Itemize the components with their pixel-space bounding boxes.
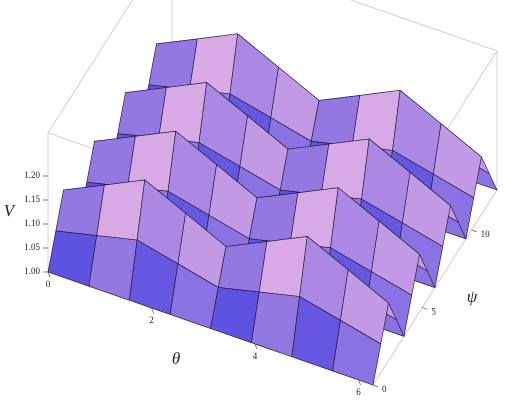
surface-patch <box>96 179 146 241</box>
x-tick <box>358 379 361 386</box>
x-tick-label: 0 <box>46 279 51 289</box>
y-tick <box>372 384 379 388</box>
z-tick-label: 1.00 <box>24 266 40 276</box>
z-tick-label: 1.15 <box>24 194 40 204</box>
y-tick <box>422 307 428 310</box>
x-tick-label: 2 <box>149 315 154 325</box>
y-tick-label: 10 <box>481 229 491 239</box>
surface-patch <box>251 291 300 358</box>
x-tick <box>47 271 51 278</box>
surface-patch <box>279 143 330 195</box>
surface-patch <box>258 236 308 297</box>
surface-patch <box>248 192 299 244</box>
surface-patch <box>148 38 198 90</box>
z-tick-label: 1.05 <box>24 242 40 252</box>
y-tick-label: 0 <box>382 384 387 394</box>
surface-patch <box>55 184 105 236</box>
surface-patch <box>117 87 167 139</box>
box-edge <box>349 0 498 52</box>
z-tick-label: 1.20 <box>24 170 40 180</box>
y-tick-label: 5 <box>431 306 436 316</box>
surface-patch <box>88 235 138 301</box>
z-axis-label: V <box>4 201 17 220</box>
z-tick-label: 1.10 <box>24 218 40 228</box>
y-tick <box>471 229 477 233</box>
x-tick-label: 4 <box>253 351 258 361</box>
surface-patch <box>332 320 382 386</box>
box-edge <box>47 0 133 133</box>
surface-patch <box>86 136 136 188</box>
x-tick <box>254 343 258 350</box>
surface-patch <box>217 241 268 293</box>
x-tick-label: 6 <box>356 387 361 397</box>
surface-patch <box>210 287 260 344</box>
surface-patch <box>310 95 361 147</box>
y-axis-label: ψ <box>467 287 478 306</box>
x-axis-label: θ <box>172 349 180 368</box>
x-tick <box>151 307 154 314</box>
surface-patch <box>47 230 97 287</box>
